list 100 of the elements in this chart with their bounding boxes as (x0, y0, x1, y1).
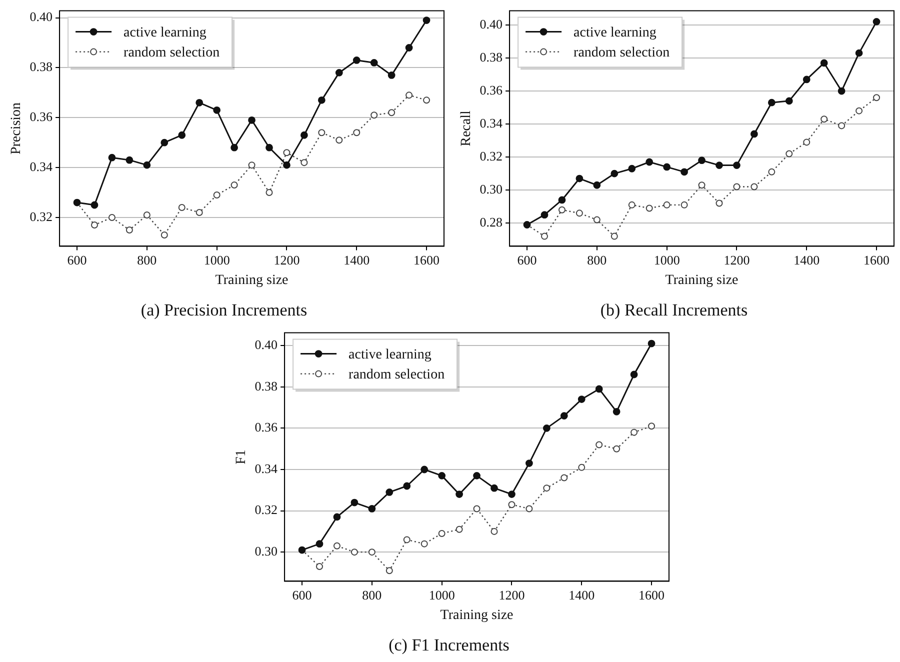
x-tick-label: 1000 (428, 587, 455, 602)
point (610, 170, 618, 178)
point (248, 162, 256, 169)
point (541, 232, 548, 240)
point (873, 94, 880, 102)
point (543, 484, 550, 492)
y-axis-title: Precision (9, 102, 24, 155)
point (160, 138, 168, 146)
point (576, 174, 584, 182)
point (558, 206, 566, 214)
point (336, 136, 343, 144)
point (438, 472, 446, 480)
y-tick-label: 0.28 (480, 214, 503, 230)
y-tick-label: 0.32 (30, 208, 53, 224)
point (283, 149, 290, 156)
point (420, 540, 428, 548)
y-tick-label: 0.38 (254, 378, 278, 394)
point (405, 44, 413, 52)
legend-label: random selection (124, 45, 220, 60)
point (526, 460, 533, 467)
point (423, 96, 430, 104)
legend-label: random selection (574, 45, 670, 60)
x-tick-label: 1000 (204, 252, 230, 268)
point (613, 445, 620, 452)
point (610, 232, 618, 240)
point (422, 16, 430, 24)
point (872, 18, 880, 26)
x-tick-label: 1600 (638, 587, 665, 602)
x-tick-label: 1000 (654, 252, 680, 268)
point (318, 129, 326, 136)
point (628, 164, 636, 172)
point (352, 56, 360, 64)
point (820, 59, 828, 67)
point (768, 168, 776, 176)
point (803, 138, 810, 146)
point (456, 490, 463, 498)
point (388, 109, 396, 116)
point (213, 192, 220, 199)
point (576, 210, 583, 217)
point (108, 154, 116, 162)
point (838, 87, 846, 95)
point (126, 226, 133, 234)
point (558, 196, 566, 204)
y-tick-label: 0.30 (480, 181, 503, 196)
point (750, 130, 758, 138)
point (160, 231, 168, 238)
point (578, 396, 586, 403)
point (386, 567, 393, 574)
y-tick-label: 0.32 (480, 148, 503, 164)
point (318, 96, 326, 104)
point (490, 484, 498, 492)
point (350, 498, 358, 506)
x-tick-label: 800 (362, 587, 382, 602)
point (560, 412, 568, 420)
point (802, 76, 810, 84)
x-axis-title: Training size (440, 608, 514, 623)
point (542, 424, 550, 432)
y-tick-label: 0.32 (254, 502, 278, 518)
x-tick-label: 1600 (414, 252, 440, 268)
point (403, 482, 411, 490)
point (386, 488, 394, 496)
x-tick-label: 600 (517, 252, 537, 268)
point (490, 528, 498, 535)
point (786, 150, 793, 158)
legend-label: active learning (348, 347, 432, 362)
point (126, 156, 134, 164)
text: (b) Recall Increments (600, 300, 748, 320)
point (595, 385, 603, 393)
x-tick-label: 600 (67, 252, 87, 268)
point (473, 505, 480, 512)
point (630, 370, 638, 378)
point (353, 129, 360, 136)
x-tick-label: 1400 (568, 587, 595, 602)
y-tick-label: 0.36 (480, 82, 504, 98)
x-axis-title: Training size (665, 272, 738, 288)
point (630, 428, 638, 436)
point (420, 466, 428, 474)
point (283, 161, 290, 169)
point (248, 116, 256, 124)
point (90, 201, 98, 209)
legend-label: random selection (348, 367, 445, 382)
point (716, 162, 723, 170)
point (768, 98, 776, 106)
point (316, 540, 324, 548)
point (698, 182, 706, 189)
point (300, 159, 308, 166)
point (406, 92, 413, 99)
point (856, 107, 863, 114)
point (91, 221, 98, 228)
point (698, 156, 706, 164)
x-tick-label: 1400 (344, 252, 370, 268)
point (333, 542, 340, 550)
point (266, 144, 273, 152)
x-tick-label: 600 (292, 587, 312, 602)
point (438, 530, 446, 537)
point (680, 168, 688, 176)
x-tick-label: 1400 (794, 252, 820, 268)
legend-label: active learning (124, 25, 206, 40)
point (335, 69, 343, 76)
y-tick-label: 0.34 (30, 158, 54, 174)
